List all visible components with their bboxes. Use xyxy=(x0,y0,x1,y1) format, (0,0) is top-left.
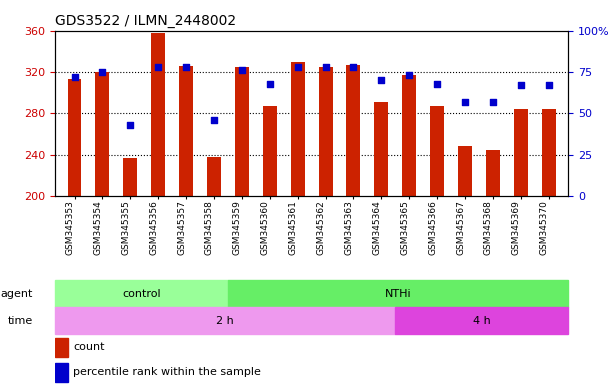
Point xyxy=(98,69,108,75)
Point xyxy=(488,99,498,105)
Bar xyxy=(55,307,395,334)
Bar xyxy=(179,66,193,196)
Point xyxy=(237,67,247,73)
Bar xyxy=(152,33,165,196)
Bar xyxy=(95,72,109,196)
Bar xyxy=(395,307,568,334)
Point xyxy=(209,117,219,123)
Bar xyxy=(228,280,568,307)
Bar xyxy=(55,338,68,356)
Bar xyxy=(542,109,555,196)
Point xyxy=(404,72,414,78)
Point xyxy=(516,82,525,88)
Text: NTHi: NTHi xyxy=(385,289,411,299)
Text: agent: agent xyxy=(0,289,32,299)
Text: 4 h: 4 h xyxy=(473,316,491,326)
Bar xyxy=(207,157,221,196)
Point xyxy=(153,64,163,70)
Point xyxy=(376,77,386,83)
Bar xyxy=(235,67,249,196)
Bar xyxy=(263,106,277,196)
Point xyxy=(293,64,302,70)
Bar xyxy=(318,67,332,196)
Point xyxy=(265,81,275,87)
Text: 2 h: 2 h xyxy=(216,316,234,326)
Bar xyxy=(458,146,472,196)
Bar xyxy=(346,65,360,196)
Point xyxy=(348,64,358,70)
Bar xyxy=(430,106,444,196)
Point xyxy=(181,64,191,70)
Bar xyxy=(486,151,500,196)
Bar xyxy=(55,280,228,307)
Point xyxy=(432,81,442,87)
Bar xyxy=(291,62,305,196)
Bar xyxy=(402,75,416,196)
Bar xyxy=(123,158,137,196)
Text: control: control xyxy=(122,289,161,299)
Bar xyxy=(514,109,528,196)
Text: percentile rank within the sample: percentile rank within the sample xyxy=(73,367,261,377)
Bar xyxy=(55,362,68,382)
Point xyxy=(460,99,470,105)
Text: count: count xyxy=(73,342,104,352)
Text: GDS3522 / ILMN_2448002: GDS3522 / ILMN_2448002 xyxy=(55,14,236,28)
Point xyxy=(125,122,135,128)
Point xyxy=(544,82,554,88)
Text: time: time xyxy=(7,316,32,326)
Bar xyxy=(68,79,81,196)
Point xyxy=(70,74,79,80)
Bar xyxy=(375,102,389,196)
Point xyxy=(321,64,331,70)
